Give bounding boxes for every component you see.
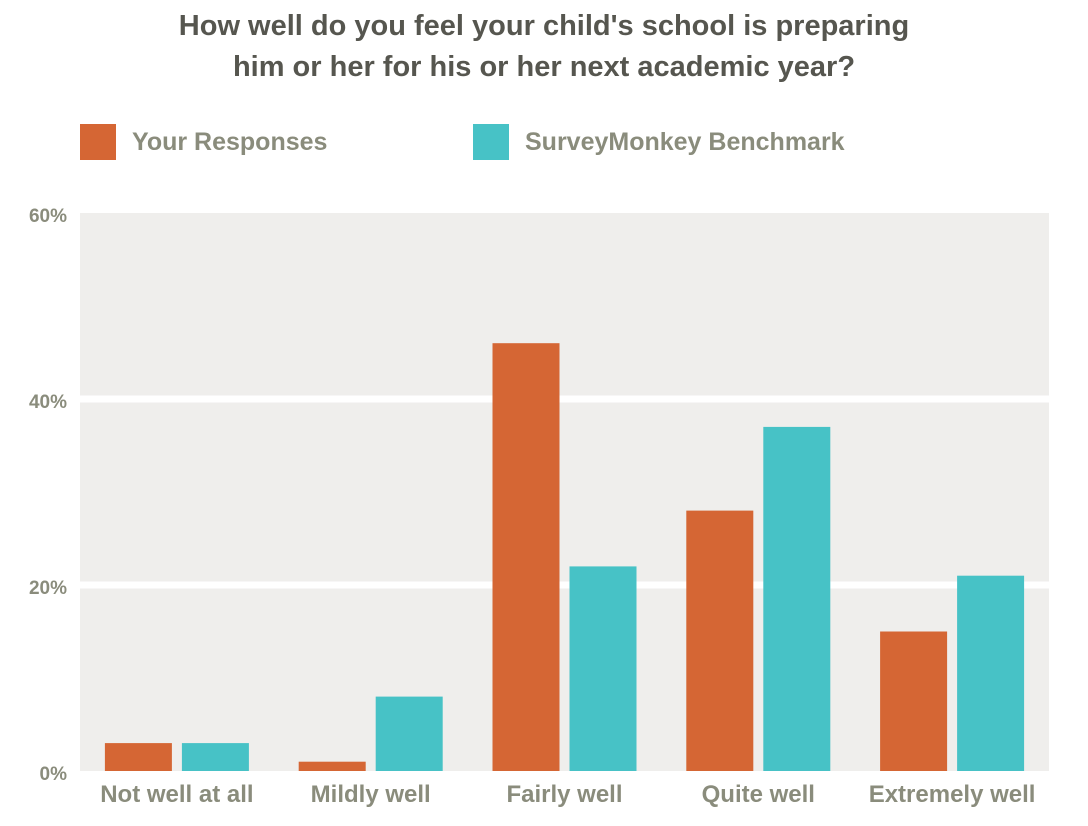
chart-title: How well do you feel your child's school…	[0, 6, 1088, 88]
y-tick-label: 0%	[40, 764, 68, 785]
bar-your-responses-5	[880, 631, 948, 771]
legend-swatch-benchmark	[473, 124, 509, 160]
bar-benchmark-2	[375, 696, 443, 771]
bar-benchmark-4	[763, 426, 831, 771]
y-tick-label: 20%	[29, 578, 67, 599]
legend-swatch-your-responses	[80, 124, 116, 160]
x-tick-label: Mildly well	[311, 781, 431, 808]
bar-benchmark-3	[569, 566, 637, 771]
legend-label-benchmark: SurveyMonkey Benchmark	[525, 128, 845, 156]
x-tick-label: Extremely well	[869, 781, 1036, 808]
y-tick-label: 40%	[29, 392, 67, 413]
x-tick-label: Quite well	[702, 781, 815, 808]
bar-benchmark-5	[957, 575, 1025, 771]
x-tick-label: Not well at all	[100, 781, 253, 808]
legend-label-your-responses: Your Responses	[132, 128, 328, 156]
x-tick-label: Fairly well	[506, 781, 622, 808]
bar-benchmark-1	[181, 743, 249, 771]
chart-title-line-1: How well do you feel your child's school…	[178, 10, 910, 42]
y-tick-label: 60%	[29, 206, 67, 227]
chart-title-line-2: him or her for his or her next academic …	[232, 51, 856, 83]
bar-your-responses-2	[298, 761, 366, 771]
bar-your-responses-1	[104, 743, 172, 771]
bar-your-responses-4	[686, 510, 754, 771]
bar-your-responses-3	[492, 343, 560, 771]
